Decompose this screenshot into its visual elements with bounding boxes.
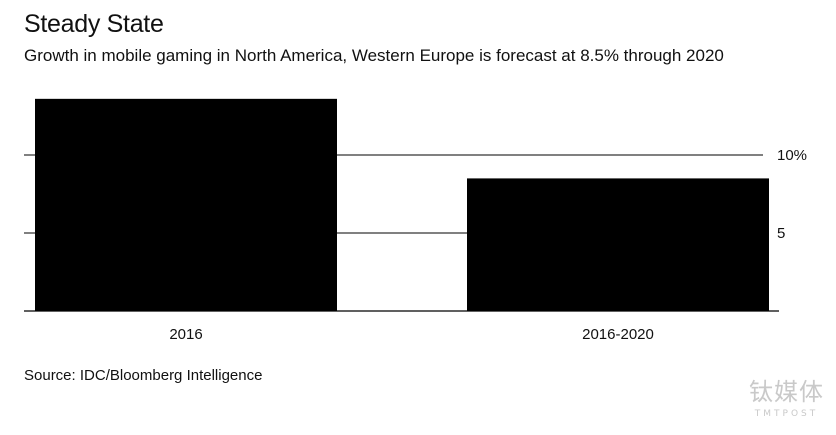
y-tick-label-10: 10% <box>777 147 807 164</box>
watermark-logo: 钛媒体 TMTPOST <box>749 372 824 419</box>
bar-2016-2020 <box>467 178 769 311</box>
y-tick-label-5: 5 <box>777 225 785 242</box>
x-tick-label-2016-2020: 2016-2020 <box>582 326 654 343</box>
watermark-en-text: TMTPOST <box>754 409 819 419</box>
x-tick-label-2016: 2016 <box>169 326 202 343</box>
chart-title: Steady State <box>24 10 164 38</box>
source-note: Source: IDC/Bloomberg Intelligence <box>24 367 263 384</box>
bar-2016 <box>35 98 337 311</box>
watermark-cn-text: 钛媒体 <box>749 378 824 406</box>
chart-subtitle: Growth in mobile gaming in North America… <box>24 46 724 65</box>
